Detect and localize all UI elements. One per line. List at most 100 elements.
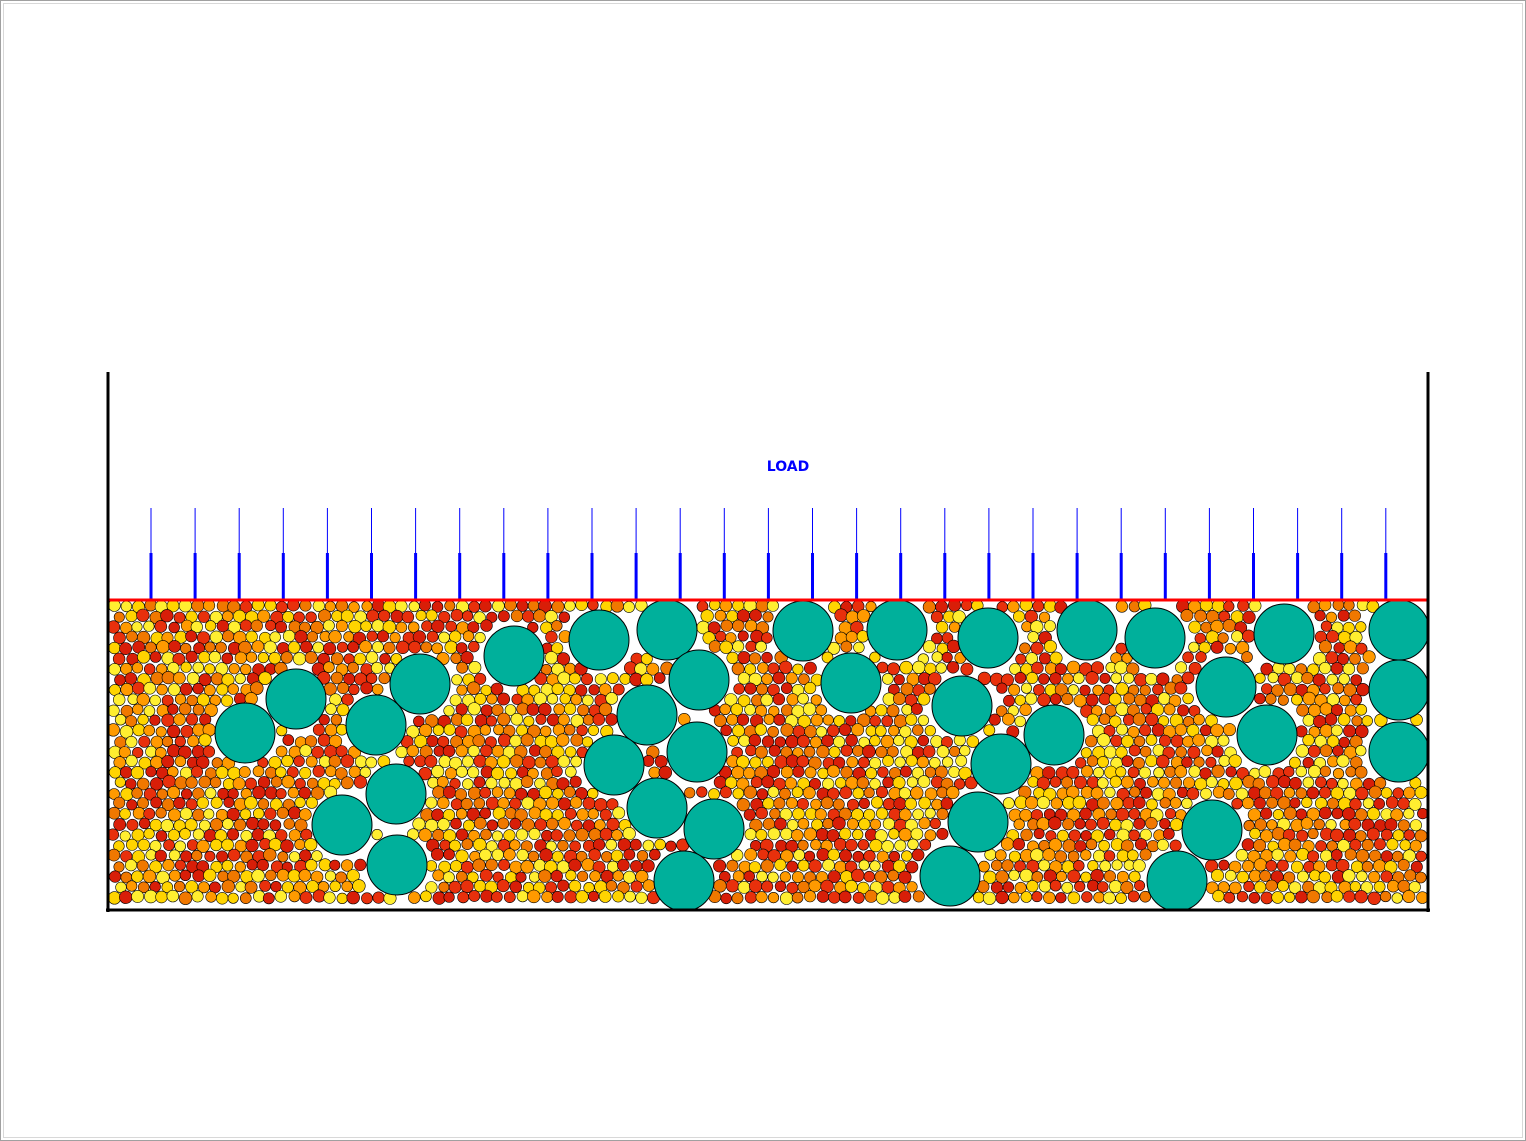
particle — [858, 757, 869, 768]
particle — [1031, 849, 1044, 862]
particle — [1325, 714, 1337, 726]
particle — [216, 766, 228, 778]
particle — [372, 620, 384, 632]
particle — [1123, 693, 1134, 704]
particle — [167, 725, 180, 738]
particle — [906, 861, 918, 873]
particle — [265, 787, 277, 799]
particle — [1410, 820, 1421, 831]
particle — [474, 817, 486, 829]
particle — [1343, 725, 1355, 737]
particle — [432, 765, 444, 777]
particle — [473, 735, 485, 747]
particle — [384, 642, 396, 654]
particle — [443, 786, 455, 798]
particle — [1343, 870, 1356, 883]
particle — [247, 860, 258, 871]
particle — [407, 745, 419, 757]
particle — [348, 642, 359, 653]
particle — [1195, 610, 1207, 622]
particle — [294, 756, 305, 767]
particle — [883, 818, 895, 830]
particle — [1141, 787, 1152, 798]
particle — [1021, 892, 1032, 903]
particle — [137, 651, 150, 664]
particle — [1213, 890, 1225, 902]
particle — [983, 892, 996, 905]
particle — [1331, 725, 1342, 736]
particle — [792, 892, 803, 903]
particle — [216, 892, 228, 904]
large-particle — [617, 685, 677, 745]
particle — [744, 767, 756, 779]
particle — [1373, 860, 1385, 872]
particle — [960, 745, 971, 756]
particle — [758, 849, 769, 860]
large-particle — [684, 799, 744, 859]
particle — [1140, 685, 1151, 696]
particle — [552, 683, 564, 695]
particle — [193, 809, 205, 821]
large-particle — [669, 650, 729, 710]
particle — [841, 641, 852, 652]
particle — [768, 787, 779, 798]
particle — [109, 871, 121, 883]
particle — [1237, 871, 1249, 883]
particle — [283, 630, 295, 642]
particle — [210, 777, 221, 788]
particle — [595, 674, 606, 685]
particle — [205, 664, 215, 674]
particle — [1380, 891, 1391, 902]
particle — [737, 714, 749, 726]
particle — [756, 891, 767, 902]
particle — [588, 725, 598, 735]
particle — [1368, 892, 1381, 905]
particle — [439, 632, 450, 643]
particle — [606, 880, 617, 891]
particle — [1225, 643, 1236, 654]
particle — [306, 797, 317, 808]
particle — [930, 818, 941, 829]
particle — [337, 704, 349, 716]
particle — [125, 673, 137, 685]
particle — [1285, 851, 1297, 863]
particle — [757, 684, 768, 695]
particle — [1266, 860, 1277, 871]
particle — [709, 641, 721, 653]
particle — [749, 653, 760, 664]
particle — [295, 839, 306, 850]
particle — [1200, 788, 1211, 799]
large-particle — [867, 600, 927, 660]
particle — [137, 860, 148, 871]
particle — [612, 830, 623, 841]
particle — [353, 880, 366, 893]
particle — [870, 839, 883, 852]
particle — [798, 693, 809, 704]
particle — [899, 891, 911, 903]
particle — [527, 704, 539, 716]
large-particle — [367, 835, 427, 895]
particle — [1116, 893, 1127, 904]
particle — [654, 673, 665, 684]
particle — [979, 861, 990, 872]
particle — [1338, 714, 1350, 726]
particle — [786, 673, 797, 684]
particle — [552, 851, 563, 862]
particle — [552, 891, 563, 902]
particle — [445, 601, 455, 611]
particle — [293, 652, 306, 665]
particle — [192, 850, 203, 861]
particle — [773, 672, 785, 684]
particle — [899, 871, 912, 884]
particle — [516, 829, 528, 841]
particle — [846, 734, 858, 746]
particle — [565, 891, 577, 903]
particle — [794, 850, 805, 861]
particle — [228, 893, 238, 903]
large-particle — [821, 653, 881, 713]
particle — [479, 600, 491, 612]
large-particle — [1237, 705, 1297, 765]
particle — [253, 808, 264, 819]
particle — [787, 694, 799, 706]
particle — [246, 817, 258, 829]
